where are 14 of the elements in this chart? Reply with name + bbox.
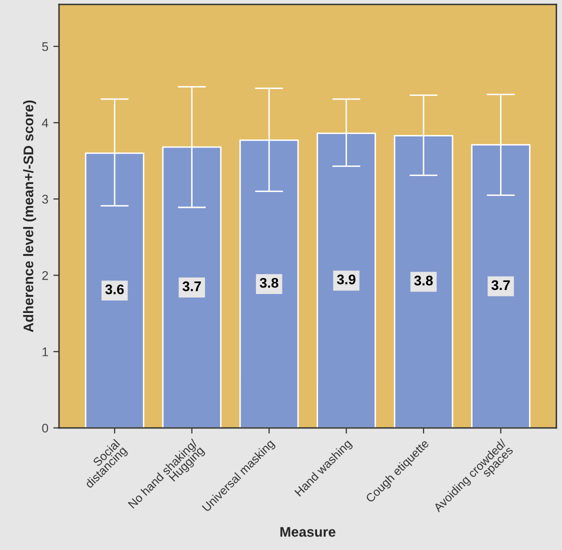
y-tick-label: 1 — [42, 348, 48, 356]
data-label: 3.6 — [105, 284, 124, 294]
y-tick-label: 2 — [42, 271, 48, 280]
data-label: 3.8 — [414, 276, 433, 286]
y-tick-label: 4 — [42, 118, 48, 128]
y-tick-label: 0 — [42, 424, 48, 433]
x-axis-title: Measure — [280, 527, 336, 537]
y-tick-label: 5 — [42, 42, 48, 52]
y-tick-label: 3 — [42, 194, 48, 204]
data-label: 3.7 — [491, 280, 510, 290]
data-label: 3.9 — [336, 274, 356, 284]
data-label: 3.8 — [260, 278, 278, 288]
data-label: 3.7 — [182, 281, 201, 292]
y-axis-title: Adherence level (mean+/-SD score) — [23, 100, 36, 332]
